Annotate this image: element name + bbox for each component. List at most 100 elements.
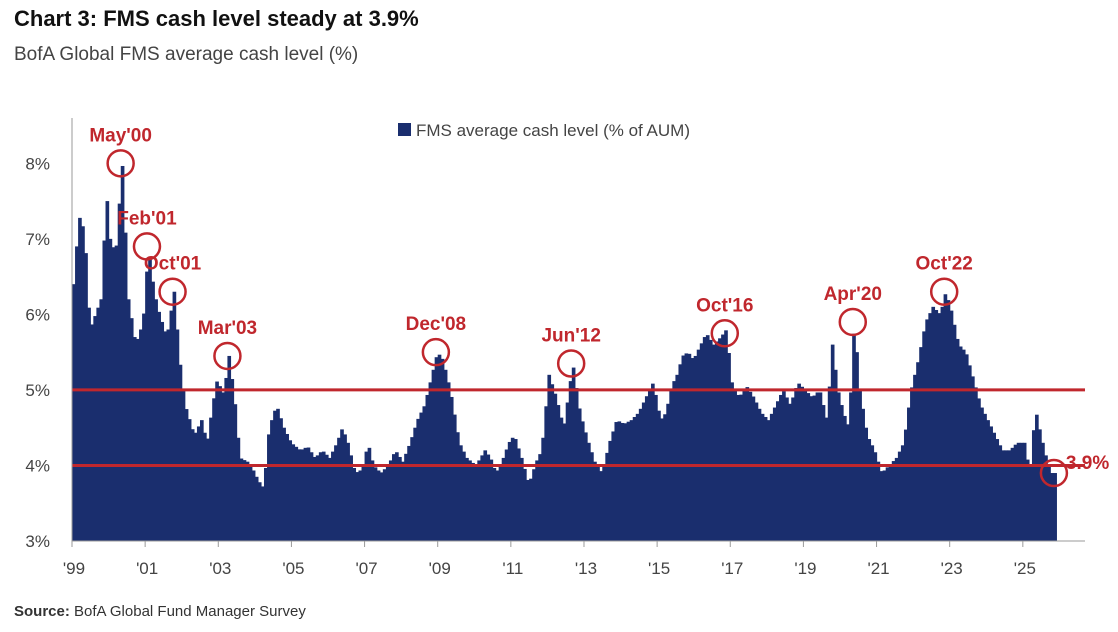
- bar: [666, 403, 670, 541]
- bar: [568, 381, 573, 541]
- bar: [93, 316, 97, 541]
- chart-subtitle: BofA Global FMS average cash level (%): [14, 44, 359, 65]
- bar: [465, 457, 469, 541]
- annotation-circle: [838, 307, 868, 337]
- bar: [711, 344, 716, 541]
- bar: [224, 377, 229, 541]
- bar: [324, 454, 329, 541]
- bar: [718, 338, 722, 541]
- x-tick-label: '01: [136, 559, 158, 578]
- bar: [754, 402, 759, 541]
- annotation-label: Mar'03: [198, 318, 257, 339]
- bar: [455, 432, 460, 541]
- bar: [245, 461, 250, 541]
- bar: [596, 466, 600, 541]
- bar: [590, 452, 594, 541]
- bar: [471, 462, 475, 541]
- bar: [583, 432, 588, 541]
- bar: [239, 458, 244, 541]
- bar: [123, 232, 128, 541]
- bar: [888, 464, 893, 541]
- bar: [577, 408, 582, 541]
- bar: [949, 310, 954, 541]
- bar: [535, 460, 539, 541]
- bar: [166, 329, 171, 541]
- bar: [519, 457, 524, 541]
- annotation-label: Oct'22: [916, 254, 973, 275]
- bar: [690, 358, 695, 541]
- bar: [90, 324, 94, 541]
- bar: [940, 306, 945, 541]
- bar: [413, 427, 417, 541]
- bar: [593, 461, 597, 541]
- bar: [1028, 465, 1033, 541]
- bar: [209, 417, 213, 541]
- bar: [480, 455, 485, 541]
- bar: [864, 427, 869, 541]
- bar: [641, 402, 646, 541]
- bar: [894, 457, 899, 541]
- bar: [675, 374, 680, 541]
- bar: [961, 349, 966, 541]
- annotation-circle: [132, 232, 162, 261]
- annotation-circle: [158, 277, 187, 306]
- bar: [190, 429, 195, 541]
- bar: [294, 446, 299, 541]
- bar: [513, 439, 518, 541]
- bar: [897, 451, 902, 541]
- bar: [867, 439, 872, 541]
- bar: [297, 449, 302, 541]
- bar: [730, 382, 734, 541]
- bar: [684, 353, 689, 541]
- bar: [916, 362, 920, 541]
- bar: [559, 417, 564, 541]
- y-tick-label: 8%: [25, 154, 50, 173]
- annotation-label: Oct'16: [696, 295, 753, 316]
- bar: [169, 310, 174, 541]
- legend-swatch: [398, 123, 411, 136]
- bar: [523, 468, 527, 541]
- bar: [934, 309, 939, 541]
- annotation-circle: [929, 277, 959, 306]
- bar: [203, 432, 207, 541]
- bar: [120, 165, 125, 542]
- bar: [571, 367, 576, 541]
- bar: [385, 466, 390, 541]
- bar: [870, 445, 875, 541]
- bar: [87, 307, 91, 541]
- bar: [175, 329, 180, 541]
- chart-title: Chart 3: FMS cash level steady at 3.9%: [14, 6, 419, 31]
- bar: [751, 396, 756, 541]
- bar: [495, 470, 500, 541]
- bar: [687, 353, 692, 541]
- bar: [1041, 442, 1045, 541]
- x-tick-label: '17: [721, 559, 743, 578]
- bar: [1019, 442, 1024, 541]
- bar: [891, 461, 896, 541]
- bar: [452, 414, 457, 541]
- bar: [504, 449, 509, 541]
- bar: [462, 451, 466, 541]
- bar: [303, 447, 308, 541]
- bar: [925, 319, 929, 541]
- x-tick-label: '13: [575, 559, 597, 578]
- bar: [501, 457, 506, 541]
- bar: [986, 420, 990, 541]
- bar: [693, 355, 698, 541]
- source-label: Source:: [14, 603, 70, 620]
- bar: [602, 465, 606, 541]
- bar: [419, 412, 424, 541]
- bar: [903, 429, 908, 541]
- bar: [538, 454, 542, 541]
- bar: [708, 339, 713, 541]
- bar: [705, 335, 710, 541]
- bar: [379, 472, 384, 541]
- bar: [532, 469, 536, 541]
- bar: [279, 418, 283, 541]
- y-tick-label: 5%: [25, 381, 50, 400]
- bar: [550, 384, 555, 541]
- bar: [117, 203, 122, 542]
- bar: [995, 439, 1000, 541]
- bar: [678, 364, 683, 541]
